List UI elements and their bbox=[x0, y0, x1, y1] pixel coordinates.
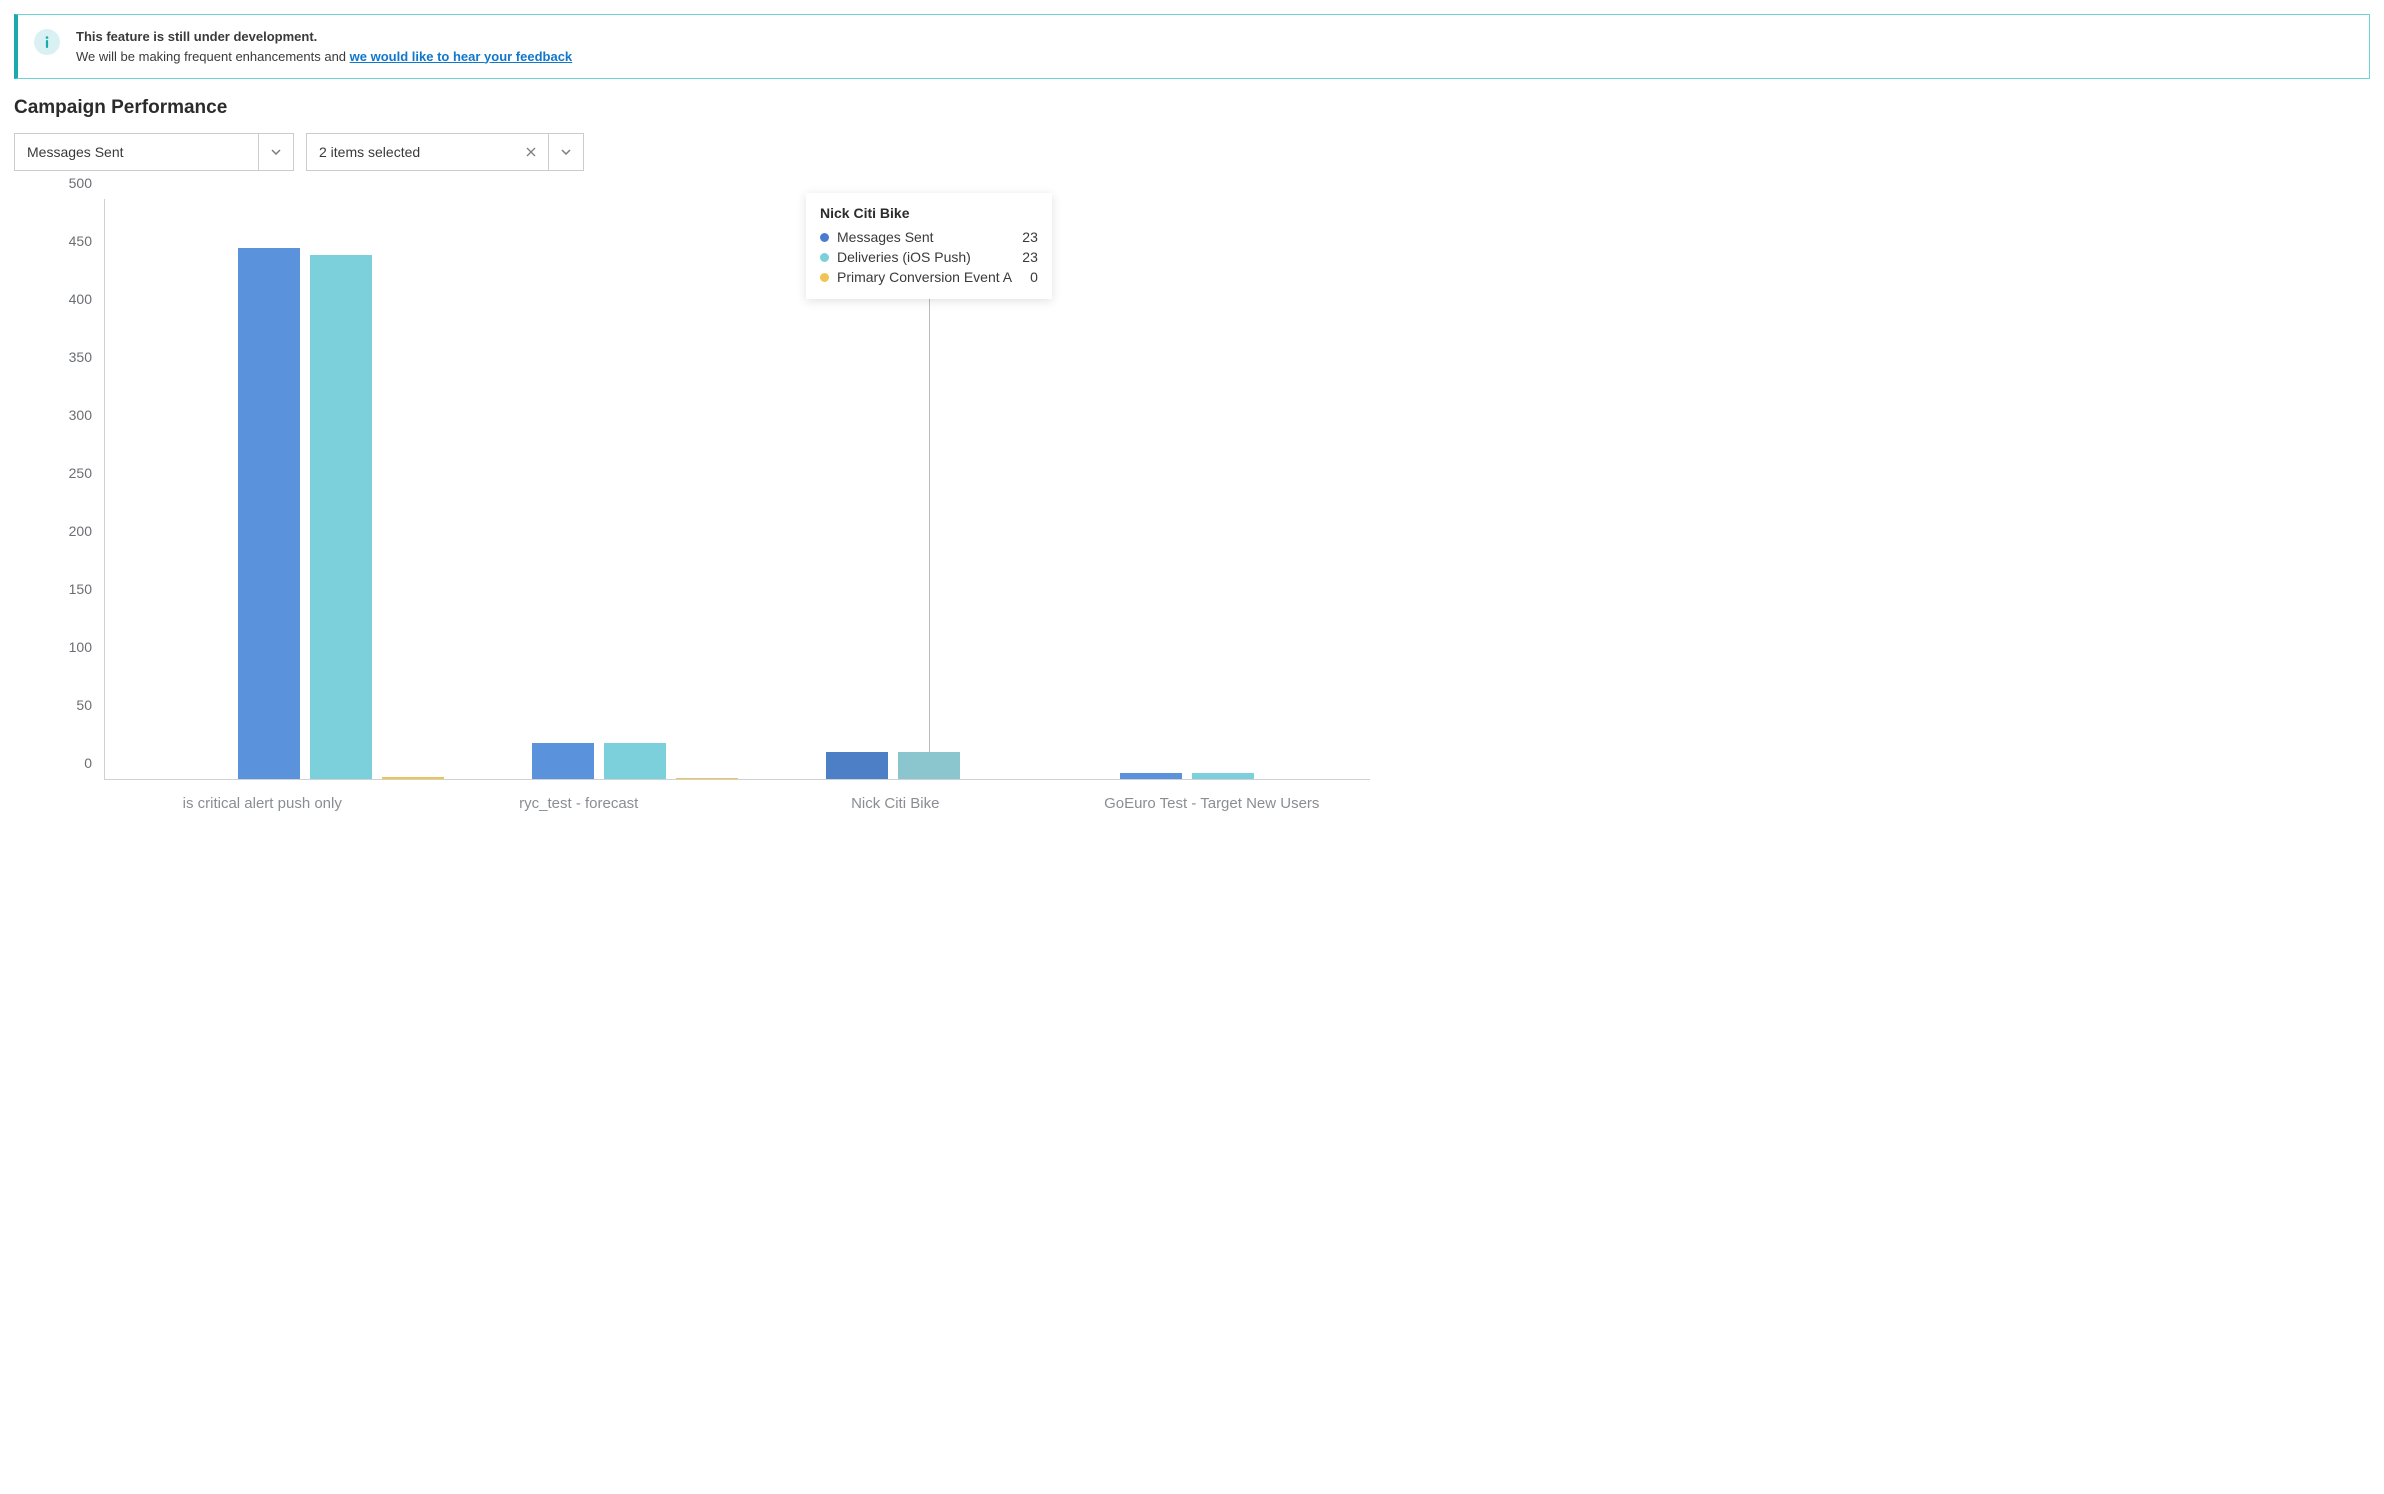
x-axis-label: is critical alert push only bbox=[104, 795, 421, 812]
filter-select[interactable]: 2 items selected bbox=[306, 133, 584, 171]
clear-icon[interactable] bbox=[514, 134, 548, 170]
filter-select-label: 2 items selected bbox=[307, 144, 514, 160]
banner-line2: We will be making frequent enhancements … bbox=[76, 47, 572, 67]
bar-group[interactable] bbox=[488, 199, 782, 779]
tooltip-title: Nick Citi Bike bbox=[820, 205, 1038, 221]
series-color-dot bbox=[820, 273, 829, 282]
chevron-down-icon bbox=[549, 134, 583, 170]
bar-group[interactable] bbox=[194, 199, 488, 779]
metric-select-label: Messages Sent bbox=[15, 144, 258, 160]
y-tick: 300 bbox=[69, 407, 92, 423]
tooltip-row: Primary Conversion Event A0 bbox=[820, 267, 1038, 287]
tooltip-connector bbox=[929, 299, 930, 752]
y-tick: 0 bbox=[84, 755, 92, 771]
info-banner: This feature is still under development.… bbox=[14, 14, 2370, 79]
banner-text: This feature is still under development.… bbox=[76, 27, 572, 66]
bar[interactable] bbox=[898, 752, 960, 779]
tooltip-row: Deliveries (iOS Push)23 bbox=[820, 247, 1038, 267]
series-color-dot bbox=[820, 233, 829, 242]
y-tick: 450 bbox=[69, 233, 92, 249]
controls-row: Messages Sent 2 items selected bbox=[14, 133, 2370, 171]
y-tick: 150 bbox=[69, 581, 92, 597]
bar-group[interactable] bbox=[1076, 199, 1370, 779]
bar[interactable] bbox=[826, 752, 888, 779]
info-icon bbox=[34, 29, 60, 55]
y-tick: 50 bbox=[76, 697, 92, 713]
x-axis-label: Nick Citi Bike bbox=[737, 795, 1054, 812]
y-tick: 350 bbox=[69, 349, 92, 365]
x-axis-label: ryc_test - forecast bbox=[421, 795, 738, 812]
chevron-down-icon bbox=[259, 134, 293, 170]
y-tick: 400 bbox=[69, 291, 92, 307]
campaign-performance-chart: 050100150200250300350400450500 Nick Citi… bbox=[14, 199, 1370, 812]
metric-select[interactable]: Messages Sent bbox=[14, 133, 294, 171]
bar[interactable] bbox=[238, 248, 300, 779]
y-axis: 050100150200250300350400450500 bbox=[14, 199, 104, 779]
tooltip-row: Messages Sent23 bbox=[820, 227, 1038, 247]
series-color-dot bbox=[820, 253, 829, 262]
chart-tooltip: Nick Citi Bike Messages Sent23Deliveries … bbox=[806, 193, 1052, 299]
chart-plot-area: Nick Citi Bike Messages Sent23Deliveries … bbox=[104, 199, 1370, 779]
banner-line1: This feature is still under development. bbox=[76, 27, 572, 47]
feedback-link[interactable]: we would like to hear your feedback bbox=[350, 49, 573, 64]
y-tick: 100 bbox=[69, 639, 92, 655]
y-tick: 500 bbox=[69, 175, 92, 191]
x-axis-label: GoEuro Test - Target New Users bbox=[1054, 795, 1371, 812]
y-tick: 250 bbox=[69, 465, 92, 481]
bar[interactable] bbox=[604, 743, 666, 779]
bar[interactable] bbox=[310, 255, 372, 779]
x-axis-labels: is critical alert push onlyryc_test - fo… bbox=[104, 795, 1370, 812]
page-title: Campaign Performance bbox=[14, 97, 2370, 119]
y-tick: 200 bbox=[69, 523, 92, 539]
bar[interactable] bbox=[532, 743, 594, 779]
